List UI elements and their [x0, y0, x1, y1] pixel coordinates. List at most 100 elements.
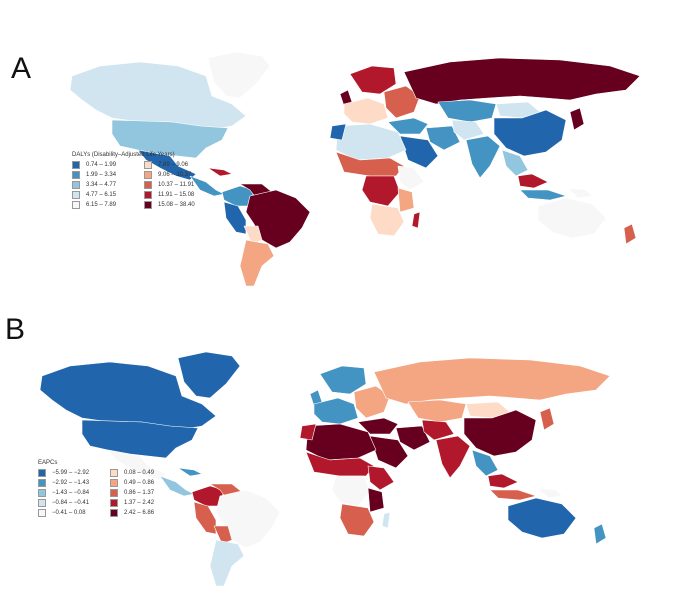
region-new-zealand: [593, 523, 607, 545]
region-peru: [223, 201, 247, 235]
region-eastern-europe: [353, 385, 391, 419]
legend-swatch: [110, 468, 118, 477]
region-india: [465, 135, 501, 179]
legend-swatch: [144, 180, 152, 189]
legend-swatch: [72, 190, 80, 199]
legend-swatch: [38, 508, 46, 517]
legend-item: 10.37 – 11.91: [144, 180, 214, 189]
legend-swatch: [110, 498, 118, 507]
legend-swatch: [110, 508, 118, 517]
legend-label: 2.42 – 6.86: [124, 509, 155, 516]
region-brazil: [215, 489, 281, 549]
region-usa: [111, 119, 229, 159]
region-indonesia: [489, 489, 537, 501]
region-malaysia: [517, 173, 549, 189]
legend-swatch: [144, 200, 152, 209]
legend-label: −5.99 – −2.92: [52, 469, 90, 476]
legend-title: EAPCs: [38, 460, 58, 466]
region-bolivia: [243, 225, 263, 245]
legend-item: −5.99 – −2.92: [38, 468, 110, 477]
region-iran: [425, 125, 461, 151]
region-morocco: [299, 423, 317, 441]
legend-label: 3.34 – 4.77: [86, 181, 117, 188]
legend-swatch: [38, 488, 46, 497]
region-iran: [395, 425, 431, 451]
legend-item: 4.77 – 6.15: [72, 190, 144, 199]
legend-dalys: DALYs (Disability–Adjusted Life Years) 0…: [72, 152, 214, 209]
dalys-world-map: [69, 51, 641, 287]
legend-swatch: [110, 488, 118, 497]
legend-item: 7.89 – 9.06: [144, 160, 214, 169]
legend-label: −2.92 – −1.43: [52, 479, 90, 486]
region-australia: [507, 497, 577, 539]
legend-item: −0.41 – 0.08: [38, 508, 110, 517]
region-indonesia: [519, 189, 567, 201]
region-mexico: [107, 449, 167, 481]
legend-label: 7.89 – 9.06: [158, 161, 189, 168]
legend-label: 0.08 – 0.49: [124, 469, 155, 476]
region-central-africa: [331, 475, 371, 507]
legend-label: −0.84 – −0.41: [52, 499, 90, 506]
legend-swatch: [72, 170, 80, 179]
region-japan: [569, 107, 585, 131]
region-argentina: [209, 539, 245, 587]
legend-item: −1.43 – −0.84: [38, 488, 110, 497]
panel-b-letter: B: [5, 313, 26, 346]
region-horn: [367, 465, 395, 491]
region-brazil: [245, 189, 311, 249]
region-kazakhstan: [437, 99, 497, 123]
legend-grid: −5.99 – −2.92 0.08 – 0.49 −2.92 – −1.43 …: [38, 468, 180, 517]
legend-swatch: [38, 478, 46, 487]
legend-item: 11.91 – 15.08: [144, 190, 214, 199]
legend-swatch: [72, 200, 80, 209]
legend-item: −2.92 – −1.43: [38, 478, 110, 487]
legend-item: 0.49 – 0.86: [110, 478, 180, 487]
legend-swatch: [38, 498, 46, 507]
region-china: [463, 409, 537, 457]
legend-swatch: [144, 170, 152, 179]
legend-item: 1.37 – 2.42: [110, 498, 180, 507]
region-western-europe: [313, 397, 359, 425]
region-papua: [537, 487, 563, 499]
legend-label: 0.86 – 1.37: [124, 489, 155, 496]
region-east-africa: [367, 487, 385, 513]
legend-label: 9.06 – 10.37: [158, 171, 192, 178]
region-argentina: [239, 239, 275, 287]
legend-label: −1.43 – −0.84: [52, 489, 90, 496]
region-horn: [397, 165, 425, 191]
region-north-africa: [335, 123, 407, 161]
region-arabia: [399, 135, 439, 169]
region-greenland: [207, 51, 271, 99]
region-russia: [373, 357, 611, 405]
legend-swatch: [110, 478, 118, 487]
legend-swatch: [144, 190, 152, 199]
region-southern-africa: [369, 203, 405, 237]
region-east-africa: [397, 187, 415, 213]
region-caribbean: [207, 167, 233, 177]
region-arabia: [369, 435, 409, 469]
region-madagascar: [381, 511, 391, 529]
region-madagascar: [411, 211, 421, 229]
legend-title: DALYs (Disability–Adjusted Life Years): [72, 152, 175, 158]
legend-grid: 0.74 – 1.99 7.89 – 9.06 1.99 – 3.34 9.06…: [72, 160, 214, 209]
legend-eapcs: EAPCs −5.99 – −2.92 0.08 – 0.49 −2.92 – …: [38, 460, 180, 517]
legend-item: 9.06 – 10.37: [144, 170, 214, 179]
legend-swatch: [144, 160, 152, 169]
region-new-zealand: [623, 223, 637, 245]
legend-item: 0.86 – 1.37: [110, 488, 180, 497]
region-southern-africa: [339, 503, 375, 537]
region-india: [435, 435, 471, 479]
region-se-asia: [471, 449, 499, 477]
legend-item: 0.08 – 0.49: [110, 468, 180, 477]
region-japan: [539, 407, 555, 431]
legend-item: 15.08 – 38.40: [144, 200, 214, 209]
legend-label: 1.99 – 3.34: [86, 171, 117, 178]
region-caribbean: [177, 467, 203, 477]
legend-label: 6.15 – 7.89: [86, 201, 117, 208]
region-australia: [537, 197, 607, 239]
region-bolivia: [213, 525, 233, 545]
panel-a-letter: A: [11, 52, 32, 85]
region-papua: [567, 187, 593, 199]
region-central-africa: [361, 175, 401, 207]
